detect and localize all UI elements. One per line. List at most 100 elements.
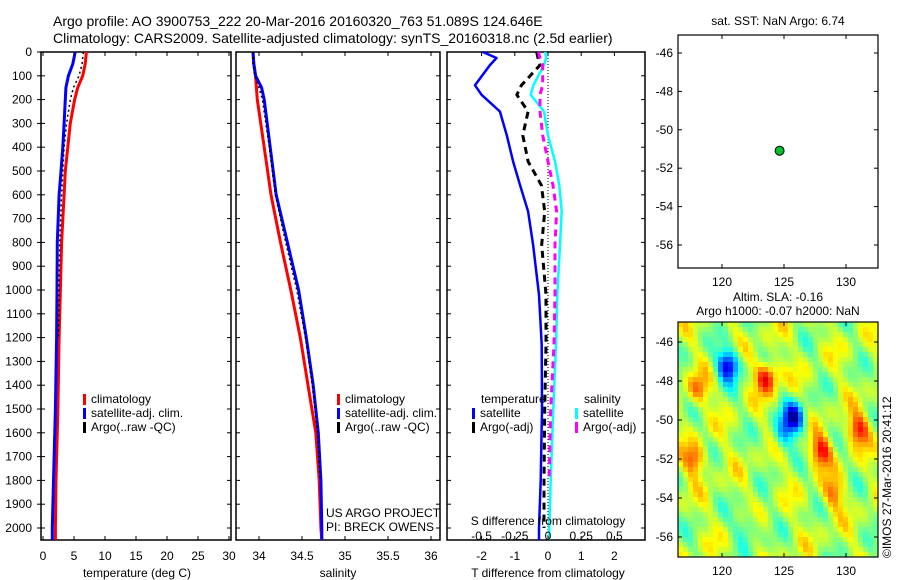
heatmap-cell xyxy=(828,347,833,352)
heatmap-cell xyxy=(783,337,788,342)
heatmap-cell xyxy=(838,422,843,427)
heatmap-cell xyxy=(748,552,753,557)
heatmap-cell xyxy=(863,377,868,382)
heatmap-cell xyxy=(808,427,813,432)
temperature-panel-frame xyxy=(40,51,232,541)
heatmap-cell xyxy=(818,467,823,472)
heatmap-cell xyxy=(763,397,768,402)
heatmap-cell xyxy=(818,357,823,362)
heatmap-cell xyxy=(863,427,868,432)
heatmap-cell xyxy=(728,432,733,437)
heatmap-cell xyxy=(738,387,743,392)
heatmap-cell xyxy=(828,322,833,327)
heatmap-cell xyxy=(778,482,783,487)
heatmap-cell xyxy=(718,417,723,422)
heatmap-cell xyxy=(868,487,873,492)
x-tick-label: 35 xyxy=(338,549,352,563)
heatmap-cell xyxy=(718,397,723,402)
heatmap-cell xyxy=(718,552,723,557)
heatmap-cell xyxy=(853,402,858,407)
heatmap-cell xyxy=(788,517,793,522)
heatmap-cell xyxy=(808,342,813,347)
heatmap-cell xyxy=(763,357,768,362)
heatmap-cell xyxy=(768,457,773,462)
heatmap-cell xyxy=(793,442,798,447)
heatmap-cell xyxy=(833,467,838,472)
heatmap-cell xyxy=(833,492,838,497)
heatmap-cell xyxy=(733,382,738,387)
heatmap-cell xyxy=(783,347,788,352)
heatmap-cell xyxy=(763,532,768,537)
heatmap-cell xyxy=(788,357,793,362)
heatmap-cell xyxy=(728,322,733,327)
heatmap-cell xyxy=(738,437,743,442)
heatmap-cell xyxy=(868,542,873,547)
heatmap-cell xyxy=(838,372,843,377)
heatmap-cell xyxy=(698,337,703,342)
heatmap-cell xyxy=(858,532,863,537)
heatmap-cell xyxy=(773,487,778,492)
heatmap-cell xyxy=(758,357,763,362)
temperature-line-0 xyxy=(53,51,88,540)
heatmap-cell xyxy=(798,552,803,557)
heatmap-cell xyxy=(758,542,763,547)
heatmap-cell xyxy=(688,367,693,372)
heatmap-cell xyxy=(693,542,698,547)
heatmap-cell xyxy=(813,447,818,452)
heatmap-cell xyxy=(873,352,878,357)
heatmap-cell xyxy=(683,507,688,512)
heatmap-cell xyxy=(708,517,713,522)
heatmap-cell xyxy=(863,462,868,467)
heatmap-cell xyxy=(763,462,768,467)
legend-label: Argo(..raw -QC) xyxy=(91,420,176,434)
heatmap-cell xyxy=(738,547,743,552)
heatmap-cell xyxy=(693,442,698,447)
heatmap-cell xyxy=(748,452,753,457)
heatmap-cell xyxy=(753,392,758,397)
heatmap-cell xyxy=(743,432,748,437)
heatmap-cell xyxy=(803,472,808,477)
heatmap-cell xyxy=(718,447,723,452)
heatmap-cell xyxy=(728,412,733,417)
heatmap-cell xyxy=(738,507,743,512)
heatmap-cell xyxy=(813,437,818,442)
heatmap-cell xyxy=(743,427,748,432)
heatmap-cell xyxy=(728,452,733,457)
heatmap-cell xyxy=(838,392,843,397)
heatmap-cell xyxy=(873,502,878,507)
heatmap-cell xyxy=(763,402,768,407)
heatmap-cell xyxy=(858,357,863,362)
heatmap-cell xyxy=(723,397,728,402)
heatmap-cell xyxy=(853,377,858,382)
heatmap-cell xyxy=(803,482,808,487)
t-tick-label: 0 xyxy=(545,549,552,563)
salinity-line-2 xyxy=(252,52,321,481)
heatmap-cell xyxy=(713,502,718,507)
heatmap-cell xyxy=(783,502,788,507)
heatmap-cell xyxy=(723,342,728,347)
heatmap-cell xyxy=(678,387,683,392)
heatmap-cell xyxy=(753,377,758,382)
heatmap-cell xyxy=(858,442,863,447)
heatmap-cell xyxy=(718,497,723,502)
heatmap-cell xyxy=(818,387,823,392)
heatmap-cell xyxy=(778,462,783,467)
heatmap-cell xyxy=(868,397,873,402)
heatmap-cell xyxy=(688,352,693,357)
heatmap-cell xyxy=(843,397,848,402)
heatmap-cell xyxy=(823,532,828,537)
heatmap-cell xyxy=(838,402,843,407)
heatmap-cell xyxy=(753,357,758,362)
heatmap-cell xyxy=(808,447,813,452)
heatmap-cell xyxy=(813,397,818,402)
heatmap-cell xyxy=(768,367,773,372)
heatmap-cell xyxy=(873,487,878,492)
heatmap-cell xyxy=(858,512,863,517)
heatmap-cell xyxy=(788,367,793,372)
heatmap-cell xyxy=(803,332,808,337)
heatmap-cell xyxy=(763,472,768,477)
heatmap-cell xyxy=(798,402,803,407)
heatmap-cell xyxy=(768,322,773,327)
heatmap-cell xyxy=(748,417,753,422)
heatmap-cell xyxy=(743,452,748,457)
